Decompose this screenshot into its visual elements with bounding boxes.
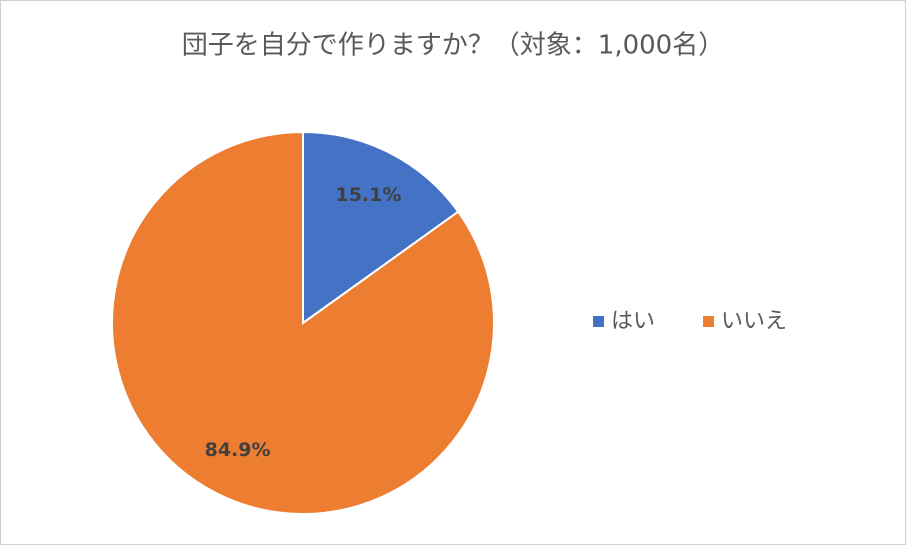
pie-slice (111, 130, 495, 515)
chart-title: 団子を自分で作りますか？（対象：1,000名） (182, 31, 724, 61)
legend-label: はい (611, 309, 655, 334)
data-label: 84.9% (205, 439, 271, 461)
legend-swatch (703, 316, 715, 327)
legend-swatch (593, 316, 604, 327)
pie-slice (302, 130, 460, 325)
data-label: 15.1% (335, 184, 401, 206)
legend-label: いいえ (721, 309, 787, 334)
